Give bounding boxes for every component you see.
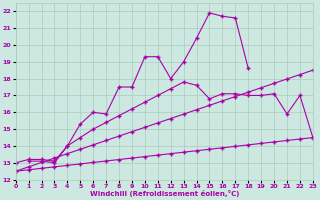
X-axis label: Windchill (Refroidissement éolien,°C): Windchill (Refroidissement éolien,°C) (90, 190, 239, 197)
